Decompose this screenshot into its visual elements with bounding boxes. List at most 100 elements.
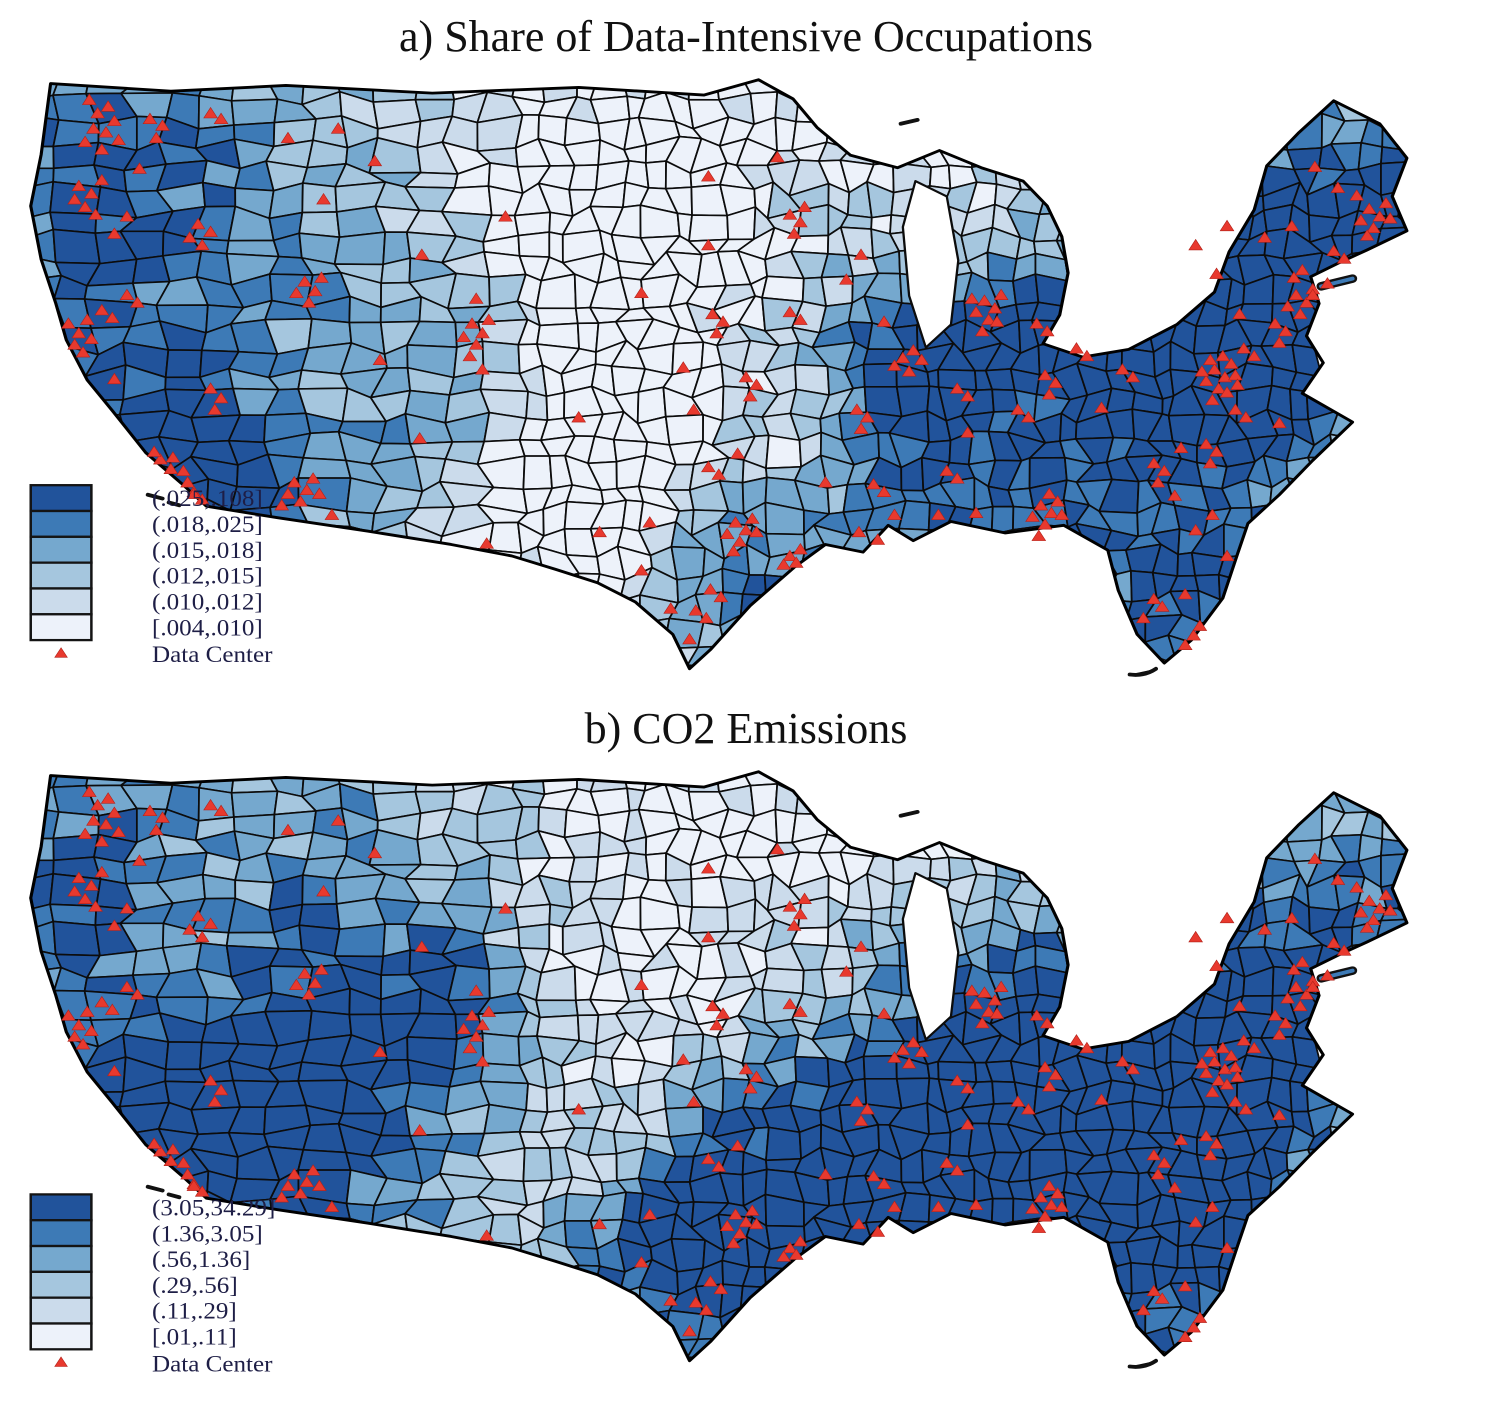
data-center-marker	[1154, 600, 1170, 612]
data-center-marker	[663, 602, 679, 614]
data-center-marker	[949, 1074, 965, 1086]
data-center-marker	[1246, 1041, 1262, 1054]
data-center-marker	[905, 1036, 921, 1048]
data-center-marker	[698, 611, 714, 624]
county-cell	[926, 1060, 940, 1080]
data-center-marker	[1041, 1179, 1057, 1191]
data-center-marker	[1125, 370, 1141, 383]
data-center-marker	[1048, 1068, 1063, 1080]
data-center-marker	[1280, 300, 1296, 312]
data-center-marker	[642, 1208, 658, 1220]
data-center-marker	[464, 317, 480, 329]
county-cell	[307, 1215, 351, 1250]
county-cell	[928, 856, 952, 882]
legend-swatch	[29, 1296, 93, 1325]
data-center-marker	[1378, 888, 1394, 901]
data-center-marker	[1173, 1133, 1189, 1145]
data-center-marker	[79, 1005, 95, 1017]
data-center-marker	[1320, 969, 1335, 981]
data-center-marker	[372, 353, 388, 365]
data-center-marker	[1154, 1292, 1170, 1304]
data-center-marker	[119, 980, 135, 992]
legend-swatch	[29, 535, 93, 564]
data-center-marker	[1186, 1321, 1201, 1333]
data-center-marker	[479, 1229, 495, 1241]
data-center-marker	[1177, 587, 1193, 600]
legend-swatch	[29, 613, 93, 642]
data-center-marker	[180, 1168, 195, 1180]
county-cell	[447, 964, 491, 1002]
data-center-marker	[1219, 549, 1235, 562]
data-center-marker	[701, 862, 716, 874]
county-cell	[1214, 190, 1255, 219]
data-center-marker	[1173, 441, 1189, 453]
county-cell	[970, 834, 1002, 861]
data-center-marker	[1041, 487, 1057, 499]
county-cell	[1105, 341, 1123, 373]
data-center-marker	[1271, 336, 1287, 348]
data-center-marker	[1361, 894, 1377, 906]
data-center-marker	[186, 1179, 202, 1191]
data-center-marker	[468, 1030, 484, 1042]
legend-swatch	[29, 1270, 93, 1299]
data-center-marker	[592, 1217, 607, 1230]
data-center-marker	[75, 345, 91, 358]
data-center-marker	[793, 313, 808, 325]
data-center-marker	[1146, 592, 1162, 605]
data-center-marker	[1025, 510, 1040, 522]
county-cell	[1219, 596, 1244, 627]
data-center-marker	[876, 315, 892, 327]
data-center-marker	[968, 506, 984, 518]
data-center-marker	[132, 162, 147, 174]
data-center-marker	[1223, 357, 1239, 369]
county-cell	[522, 1147, 553, 1183]
data-center-marker	[98, 126, 114, 138]
data-center-marker	[1050, 495, 1065, 507]
data-center-marker	[1228, 368, 1243, 381]
data-center-marker	[1378, 196, 1394, 209]
data-center-marker	[1211, 1074, 1227, 1086]
data-center-marker	[1037, 1060, 1053, 1073]
data-center-marker	[299, 483, 315, 496]
data-center-marker	[968, 997, 984, 1010]
data-center-marker	[728, 1208, 743, 1220]
legend-swatch	[29, 484, 93, 513]
florida-keys	[1127, 666, 1159, 677]
data-center-marker	[1305, 980, 1321, 992]
data-center-layer	[61, 93, 1398, 650]
legend-swatch	[29, 1219, 93, 1248]
data-center-marker	[213, 804, 229, 817]
data-center-marker	[960, 1118, 976, 1130]
data-center-marker	[782, 208, 798, 220]
data-center-marker	[142, 804, 158, 817]
data-center-marker	[866, 477, 881, 490]
data-center-marker	[1029, 317, 1045, 329]
data-center-marker	[77, 892, 93, 904]
data-center-marker	[1150, 476, 1166, 488]
data-center-marker	[1361, 202, 1377, 214]
data-center-marker	[307, 284, 323, 297]
data-center-marker	[1246, 349, 1262, 362]
data-center-marker	[839, 273, 854, 285]
data-center-marker	[468, 292, 484, 304]
data-center-marker	[456, 1022, 472, 1035]
data-center-marker	[180, 476, 195, 488]
county-cell	[52, 920, 101, 957]
data-center-marker	[749, 378, 764, 390]
county-cell	[670, 545, 706, 581]
data-center-marker	[960, 1081, 976, 1094]
data-center-marker	[931, 1200, 946, 1212]
data-center-marker	[94, 173, 110, 186]
data-center-marker	[1020, 1102, 1036, 1115]
data-center-marker	[949, 382, 965, 394]
data-center-marker	[987, 301, 1003, 314]
data-center-marker	[307, 976, 323, 989]
data-center-marker	[895, 1043, 911, 1056]
data-center-marker	[481, 1005, 497, 1017]
data-center-marker	[1177, 1279, 1193, 1292]
data-center-marker	[914, 353, 930, 365]
county-cell	[970, 142, 1002, 169]
data-center-marker	[744, 512, 760, 524]
county-cell	[1174, 274, 1207, 305]
data-center-marker	[719, 527, 735, 540]
